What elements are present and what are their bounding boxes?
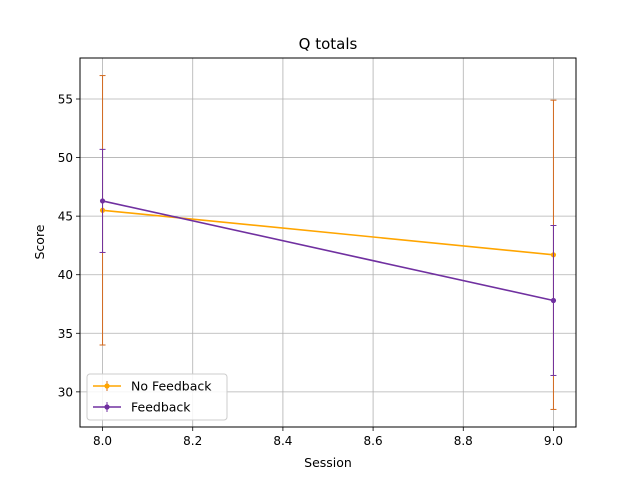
x-axis-label: Session	[304, 455, 352, 470]
y-tick-label: 55	[58, 93, 73, 107]
y-axis-label: Score	[32, 224, 47, 259]
legend-marker	[104, 404, 110, 410]
x-axis-ticks: 8.0 8.2 8.4 8.6 8.8 9.0	[93, 427, 563, 448]
series-feedback	[99, 148, 557, 376]
series-line	[102, 200, 554, 302]
x-tick-label: 8.8	[454, 434, 473, 448]
x-tick-label: 8.4	[273, 434, 292, 448]
series-layer	[99, 75, 557, 410]
y-tick-label: 50	[58, 151, 73, 165]
plot-frame	[79, 57, 577, 428]
grid	[80, 58, 576, 427]
legend-box	[86, 373, 228, 421]
chart-title: Q totals	[299, 35, 358, 53]
x-tick-label: 8.0	[93, 434, 112, 448]
y-axis-ticks: 30 35 40 45 50 55	[58, 93, 80, 399]
x-tick-label: 9.0	[544, 434, 563, 448]
legend-marker	[104, 383, 110, 389]
x-tick-label: 8.2	[183, 434, 202, 448]
y-tick-label: 40	[58, 268, 73, 282]
legend-label: No Feedback	[131, 379, 212, 394]
legend: No Feedback Feedback	[86, 373, 228, 421]
legend-entry: Feedback	[93, 400, 191, 415]
legend-label: Feedback	[131, 400, 191, 415]
data-point	[550, 297, 557, 304]
data-point	[99, 198, 106, 204]
y-tick-label: 45	[58, 210, 73, 224]
y-tick-label: 35	[58, 327, 73, 341]
x-tick-label: 8.6	[364, 434, 383, 448]
legend-entry: No Feedback	[93, 379, 212, 394]
y-tick-label: 30	[58, 385, 73, 399]
